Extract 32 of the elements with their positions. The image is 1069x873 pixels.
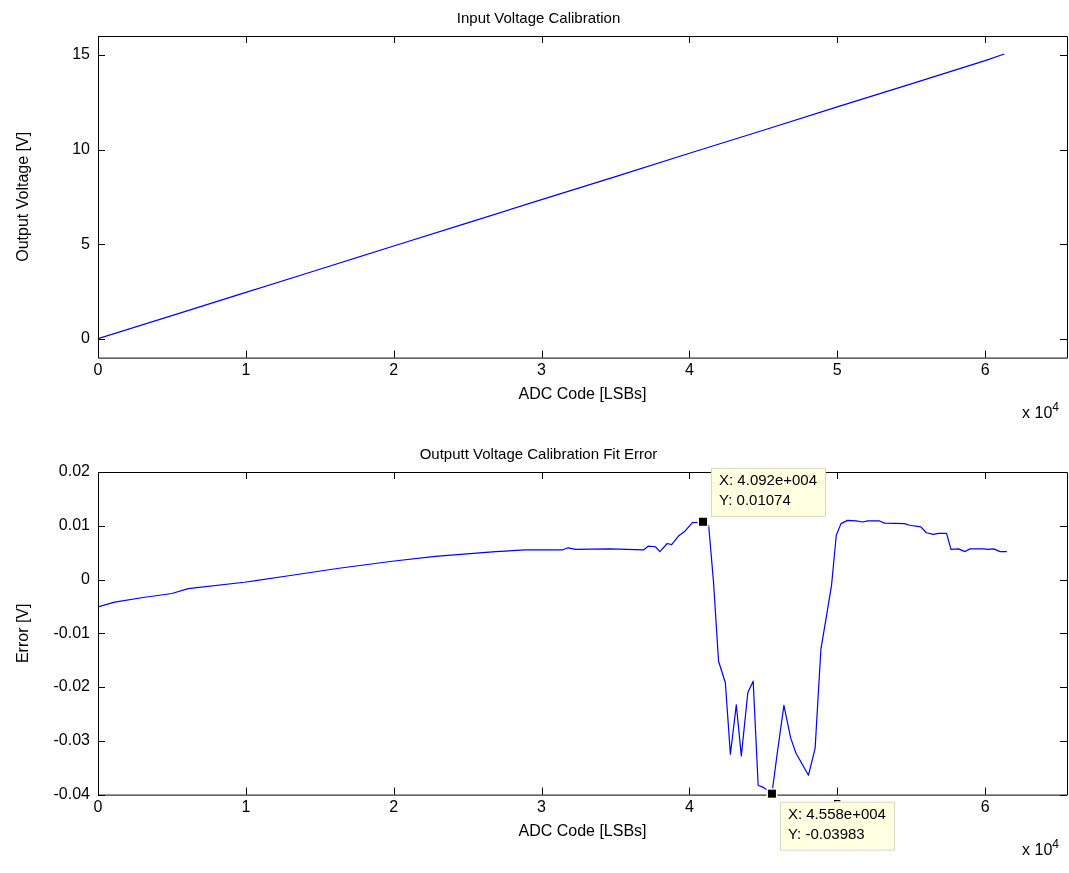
y-tick-label: 10 [72, 139, 91, 157]
x-tick-label: 0 [93, 797, 103, 815]
chart-title: Outputt Voltage Calibration Fit Error [419, 445, 658, 463]
annotation: X: 4.092e+004 Y: 0.01074 [719, 471, 818, 509]
chart-title: Input Voltage Calibration [456, 9, 621, 27]
x-tick-label: 2 [389, 360, 399, 378]
x-tick-label: 1 [241, 360, 251, 378]
x-axis-title: ADC Code [LSBs] [518, 384, 647, 402]
y-tick-label: -0.03 [53, 731, 91, 749]
y-axis-title: Error [V] [14, 603, 32, 664]
x-tick-label: 5 [832, 360, 842, 378]
x-tick-label: 2 [389, 797, 399, 815]
y-tick-label: 0.02 [58, 462, 91, 480]
y-tick-label: 0.01 [58, 516, 91, 534]
y-tick-label: 0 [81, 329, 91, 347]
x-tick-label: 0 [93, 360, 103, 378]
y-axis-title: Output Voltage [V] [14, 131, 32, 262]
y-tick-label: -0.02 [53, 677, 91, 695]
y-tick-label: 15 [72, 45, 91, 63]
x-tick-label: 4 [684, 360, 694, 378]
x-tick-label: 4 [684, 797, 694, 815]
y-tick-label: -0.04 [53, 785, 91, 803]
x-tick-label: 1 [241, 797, 251, 815]
x-axis-title: ADC Code [LSBs] [518, 821, 647, 839]
x-tick-label: 3 [537, 360, 547, 378]
y-tick-label: 0 [81, 569, 91, 587]
annotation: X: 4.558e+004 Y: -0.03983 [787, 805, 886, 843]
x-tick-label: 6 [980, 797, 990, 815]
y-tick-label: 5 [81, 234, 91, 252]
x-tick-label: 6 [980, 360, 990, 378]
y-tick-label: -0.01 [53, 623, 91, 641]
x-tick-label: 3 [537, 797, 547, 815]
